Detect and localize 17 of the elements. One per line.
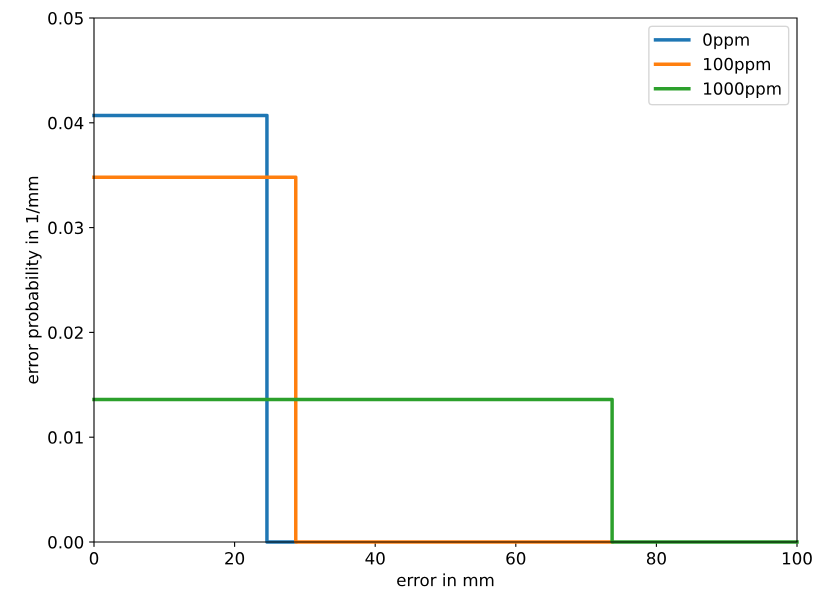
y-tick-label: 0.01 [48, 431, 83, 444]
x-tick-label: 0 [90, 552, 98, 565]
x-tick-label: 60 [506, 552, 526, 565]
y-tick-label: 0.04 [48, 116, 84, 130]
y-tick-label: 0.02 [48, 326, 83, 339]
x-axis-title: error in mm [397, 573, 494, 586]
y-tick-label: 0.05 [48, 12, 83, 25]
x-tick-label: 40 [365, 552, 385, 565]
x-tick-label: 80 [646, 552, 666, 565]
y-tick-label: 0.00 [48, 536, 84, 549]
legend-label: 1000ppm [704, 82, 781, 98]
x-tick-label: 100 [782, 552, 812, 565]
legend-label: 100ppm [704, 58, 770, 74]
x-tick-label: 20 [225, 552, 244, 565]
y-axis-title: error probability in 1/mm [25, 176, 42, 384]
y-tick-label: 0.03 [48, 222, 83, 234]
legend-label: 0ppm [703, 33, 749, 50]
